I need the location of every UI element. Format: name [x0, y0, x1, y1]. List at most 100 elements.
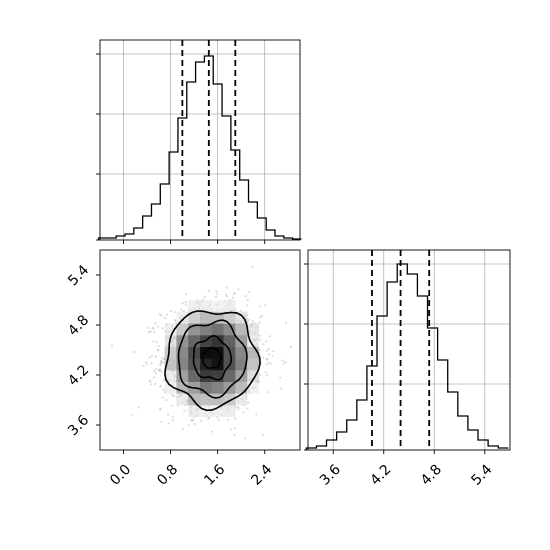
contour-line — [164, 310, 261, 412]
scatter-point — [247, 318, 251, 322]
scatter-point — [265, 363, 268, 366]
scatter-point — [258, 321, 261, 324]
scatter-point — [279, 376, 282, 379]
scatter-point — [217, 419, 220, 422]
density-cell — [211, 381, 224, 394]
contour-line — [201, 346, 223, 369]
density-cell — [211, 370, 224, 382]
density-cell — [164, 370, 177, 382]
density-cell — [200, 346, 213, 359]
scatter-point — [155, 341, 158, 344]
histogram-step — [305, 263, 509, 450]
scatter-point — [192, 419, 195, 422]
scatter-point — [251, 265, 254, 268]
scatter-point — [160, 314, 163, 317]
scatter-point — [231, 296, 234, 299]
scatter-point — [266, 374, 269, 377]
scatter-point — [207, 289, 210, 292]
density-cell — [176, 311, 189, 324]
density-cell — [223, 393, 236, 406]
scatter-point — [185, 293, 188, 296]
scatter-point — [158, 368, 162, 371]
scatter-point — [233, 433, 236, 437]
scatter-point — [159, 364, 162, 367]
density-cell — [200, 370, 213, 382]
scatter-point — [190, 419, 193, 422]
scatter-point — [224, 293, 228, 296]
scatter-point — [237, 288, 240, 291]
scatter-point — [172, 419, 175, 422]
scatter-point — [279, 387, 282, 390]
scatter-point — [167, 422, 170, 425]
scatter-point — [157, 368, 160, 371]
scatter-point — [267, 391, 270, 394]
scatter-point — [157, 349, 160, 352]
scatter-point — [269, 362, 272, 365]
scatter-point — [150, 361, 153, 365]
density-cell — [211, 335, 224, 347]
scatter-point — [245, 304, 248, 307]
density-cell — [188, 323, 201, 336]
density-cell — [164, 346, 177, 359]
density-cell — [176, 346, 189, 359]
density-cell — [235, 323, 248, 336]
density-cell — [188, 370, 201, 382]
scatter-point — [145, 362, 148, 366]
scatter-point — [265, 340, 268, 343]
scatter-point — [246, 298, 249, 302]
density-cell — [235, 393, 248, 406]
scatter-point — [258, 305, 261, 308]
scatter-point — [165, 313, 168, 316]
scatter-point — [233, 427, 236, 430]
scatter-point — [158, 369, 161, 372]
scatter-point — [152, 376, 156, 379]
density-cell — [247, 346, 260, 359]
density-cell — [176, 393, 189, 406]
scatter-point — [159, 408, 162, 411]
density-cell — [211, 393, 224, 406]
density-cell — [235, 346, 248, 359]
scatter-point — [152, 331, 156, 334]
scatter-point — [159, 407, 162, 410]
scatter-point — [173, 311, 176, 314]
density-cell — [176, 370, 189, 382]
scatter-point — [149, 330, 152, 333]
axes-frame — [99, 39, 301, 241]
scatter-point — [161, 356, 164, 359]
scatter-point — [171, 393, 174, 396]
scatter-point — [284, 360, 287, 364]
contour-line — [192, 334, 232, 381]
scatter-point — [267, 361, 270, 364]
scatter-point — [154, 367, 157, 370]
scatter-point — [215, 290, 218, 293]
scatter-point — [247, 290, 251, 294]
density-cell — [176, 358, 189, 371]
scatter-point — [152, 340, 155, 343]
scatter-point — [214, 295, 218, 298]
scatter-point — [289, 345, 293, 348]
scatter-point — [262, 356, 265, 359]
density-cell — [176, 323, 189, 336]
scatter-point — [281, 359, 284, 362]
density-cell — [188, 300, 201, 312]
density-cell — [200, 393, 213, 406]
scatter-point — [137, 406, 140, 409]
scatter-point — [244, 437, 247, 440]
scatter-point — [154, 382, 157, 386]
density-cell — [211, 405, 224, 417]
scatter-point — [183, 409, 186, 412]
density-cell — [235, 311, 248, 324]
density-cell — [164, 358, 177, 371]
scatter-point — [203, 295, 206, 298]
scatter-point — [187, 424, 190, 427]
scatter-point — [282, 362, 285, 365]
scatter-layer — [110, 265, 293, 440]
scatter-point — [237, 408, 240, 411]
scatter-point — [267, 353, 271, 356]
scatter-point — [158, 313, 162, 316]
density-cell — [235, 381, 248, 394]
scatter-point — [156, 325, 160, 328]
scatter-point — [171, 415, 174, 419]
scatter-point — [150, 383, 153, 386]
